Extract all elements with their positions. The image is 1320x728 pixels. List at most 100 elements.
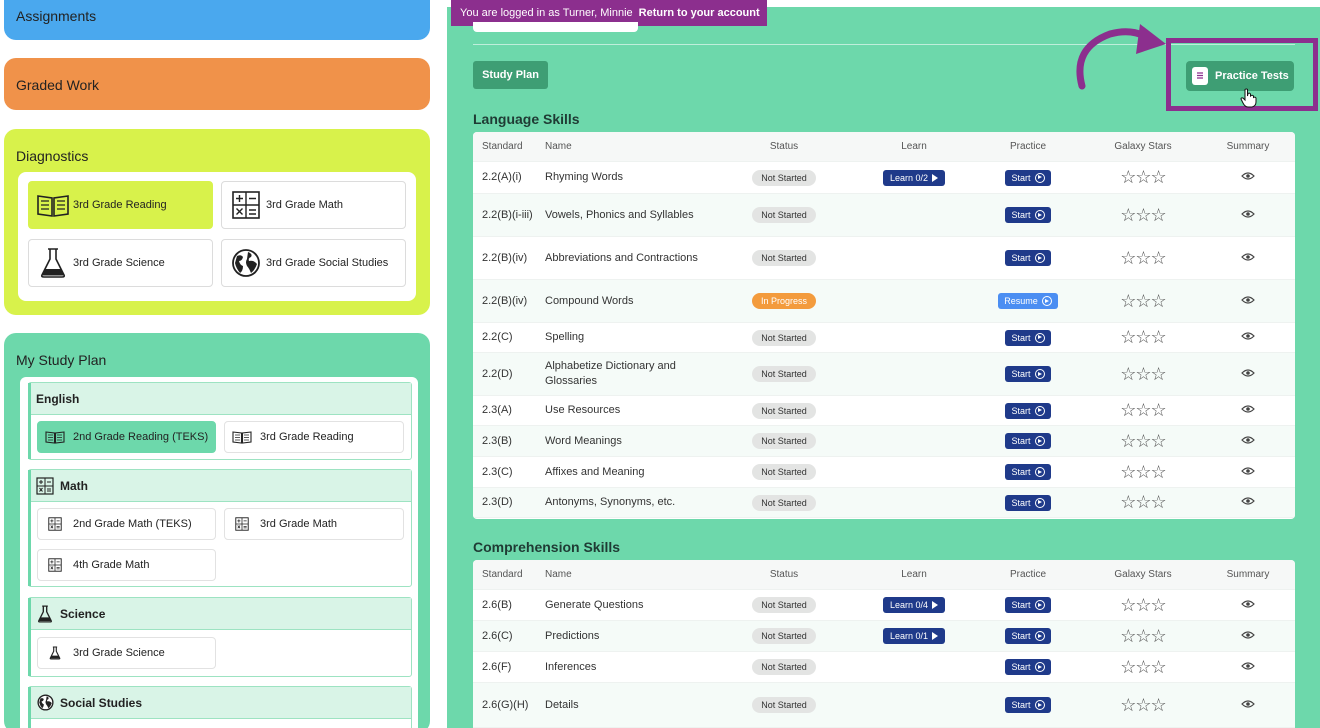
study-item-2nd-grade-reading[interactable]: 2nd Grade Reading (TEKS) <box>37 421 216 453</box>
globe-icon <box>36 694 54 712</box>
practice-label: Start <box>1011 172 1031 183</box>
diagnostic-tile-science[interactable]: 3rd Grade Science <box>28 239 213 287</box>
learn-button[interactable]: Learn 0/2 <box>882 169 946 186</box>
skill-name: Spelling <box>545 331 585 343</box>
start-button[interactable]: Start <box>1005 433 1051 449</box>
star-rating-icon: ☆☆☆ <box>1120 247 1166 268</box>
math-operators-icon <box>232 516 252 532</box>
eye-icon[interactable] <box>1241 496 1255 509</box>
status-cell: Not Started <box>731 237 837 279</box>
galaxy-stars-cell: ☆☆☆ <box>1085 194 1201 236</box>
start-button[interactable]: Start <box>1005 628 1051 644</box>
study-item-3rd-grade-reading[interactable]: 3rd Grade Reading <box>224 421 404 453</box>
star-rating-icon: ☆☆☆ <box>1120 204 1166 225</box>
study-item-2nd-grade-math[interactable]: 2nd Grade Math (TEKS) <box>37 508 216 540</box>
start-button[interactable]: Start <box>1005 329 1051 346</box>
start-button[interactable]: Start <box>1005 207 1051 223</box>
header-standard: Standard <box>482 569 523 580</box>
book-icon <box>232 429 252 445</box>
diagnostic-tile-label: 3rd Grade Math <box>266 199 344 211</box>
study-item-4th-grade-math[interactable]: 4th Grade Math <box>37 549 216 581</box>
eye-icon[interactable] <box>1241 368 1255 381</box>
return-to-account-link[interactable]: Return to your account <box>638 7 760 19</box>
start-button[interactable]: Start <box>1005 464 1051 480</box>
eye-icon[interactable] <box>1241 699 1255 712</box>
header-name: Name <box>545 569 572 580</box>
learn-button[interactable]: Learn 0/4 <box>882 597 946 613</box>
play-circle-icon <box>1034 253 1045 263</box>
eye-icon[interactable] <box>1241 209 1255 222</box>
learn-cell <box>858 426 970 456</box>
subject-header-english[interactable]: English <box>29 383 411 415</box>
status-cell: Not Started <box>731 162 837 193</box>
subject-header-science[interactable]: Science <box>29 598 411 630</box>
skill-name: Use Resources <box>545 404 621 416</box>
start-button[interactable]: Start <box>1005 597 1051 613</box>
learn-cell: Learn 0/2 <box>858 162 970 193</box>
start-button[interactable]: Start <box>1005 169 1051 186</box>
eye-icon[interactable] <box>1241 599 1255 612</box>
subject-header-social-studies[interactable]: Social Studies <box>29 687 411 719</box>
assignments-card[interactable]: Assignments <box>4 0 430 40</box>
standard-code: 2.3(C) <box>482 465 513 478</box>
subject-header-math[interactable]: Math <box>29 470 411 502</box>
status-badge: Not Started <box>752 169 816 186</box>
subject-title: Social Studies <box>60 695 143 710</box>
skill-name: Inferences <box>545 660 597 673</box>
table-row: 2.6(G)(H) Details Not Started Start ☆☆☆ <box>473 683 1295 728</box>
eye-icon[interactable] <box>1241 404 1255 417</box>
summary-cell <box>1203 162 1293 193</box>
status-cell: Not Started <box>731 621 837 651</box>
eye-icon[interactable] <box>1241 630 1255 643</box>
start-button[interactable]: Start <box>1005 250 1051 266</box>
practice-tests-button[interactable]: Practice Tests <box>1186 61 1294 91</box>
diagnostic-tile-social-studies[interactable]: 3rd Grade Social Studies <box>221 239 406 287</box>
practice-label: Start <box>1011 467 1031 477</box>
diagnostic-tile-reading[interactable]: 3rd Grade Reading <box>28 181 213 229</box>
diagnostic-tile-label: 3rd Grade Science <box>73 257 165 269</box>
header-galaxy-stars: Galaxy Stars <box>1114 141 1172 152</box>
eye-icon[interactable] <box>1241 295 1255 308</box>
study-plan-button[interactable]: Study Plan <box>473 61 548 89</box>
standard-code: 2.6(B) <box>482 598 512 611</box>
practice-label: Start <box>1011 497 1031 508</box>
eye-icon[interactable] <box>1241 171 1255 184</box>
start-button[interactable]: Start <box>1005 697 1051 713</box>
standard-code: 2.2(D) <box>482 367 513 380</box>
start-button[interactable]: Start <box>1005 366 1051 382</box>
resume-button[interactable]: Resume <box>998 293 1058 309</box>
star-rating-icon: ☆☆☆ <box>1120 594 1166 615</box>
eye-icon[interactable] <box>1241 466 1255 479</box>
table-row: 2.2(C) Spelling Not Started Start ☆☆☆ <box>473 323 1295 353</box>
table-row: 2.2(D) Alphabetize Dictionary and Glossar… <box>473 353 1295 396</box>
header-summary: Summary <box>1226 141 1270 152</box>
graded-work-card[interactable]: Graded Work <box>4 58 430 110</box>
star-rating-icon: ☆☆☆ <box>1120 290 1166 311</box>
start-button[interactable]: Start <box>1005 659 1051 675</box>
eye-icon[interactable] <box>1241 252 1255 265</box>
standard-code: 2.2(B)(iv) <box>482 251 528 264</box>
study-item-3rd-grade-science[interactable]: 3rd Grade Science <box>37 637 216 669</box>
learn-cell <box>858 652 970 682</box>
learn-button[interactable]: Learn 0/1 <box>882 628 946 644</box>
start-button[interactable]: Start <box>1005 494 1051 511</box>
status-badge: Not Started <box>752 207 816 223</box>
star-rating-icon: ☆☆☆ <box>1120 492 1166 512</box>
diagnostic-tile-math[interactable]: 3rd Grade Math <box>221 181 406 229</box>
table-row: 2.2(A)(i) Rhyming Words Not Started Learn 0… <box>473 162 1295 194</box>
status-cell: Not Started <box>731 353 837 395</box>
eye-icon[interactable] <box>1241 435 1255 448</box>
table-row: 2.3(A) Use Resources Not Started Start ☆☆☆ <box>473 396 1295 426</box>
standard-code: 2.2(B)(i-iii) <box>482 208 533 221</box>
start-button[interactable]: Start <box>1005 402 1051 419</box>
table-row: 2.2(B)(iv) Abbreviations and Contractions… <box>473 237 1295 280</box>
standard-code: 2.3(D) <box>482 496 513 508</box>
skill-name: Abbreviations and Contractions <box>545 251 698 264</box>
eye-icon[interactable] <box>1241 331 1255 344</box>
star-rating-icon: ☆☆☆ <box>1120 656 1166 677</box>
learn-cell: Learn 0/1 <box>858 621 970 651</box>
eye-icon[interactable] <box>1241 661 1255 674</box>
highlight-box <box>1166 38 1318 111</box>
study-item-3rd-grade-math[interactable]: 3rd Grade Math <box>224 508 404 540</box>
practice-cell: Resume <box>973 280 1083 322</box>
